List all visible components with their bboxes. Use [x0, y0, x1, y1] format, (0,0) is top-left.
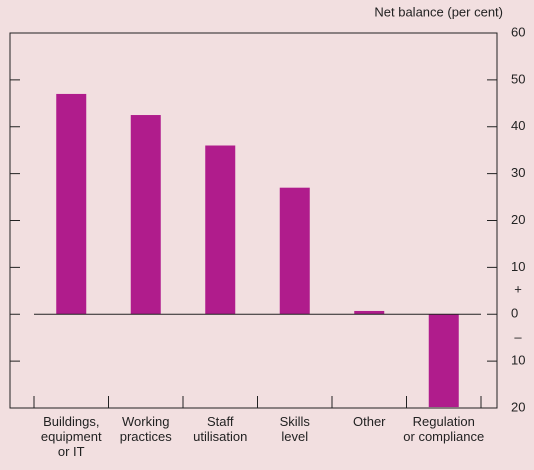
bar — [279, 187, 310, 315]
x-tick-label: Staff utilisation — [193, 414, 248, 444]
y-axis-label: Net balance (per cent) — [374, 4, 503, 19]
y-tick-label: 20 — [511, 399, 525, 414]
y-tick-label: 40 — [511, 118, 525, 133]
x-tick-label: Regulation or compliance — [403, 414, 485, 444]
y-tick-label: 30 — [511, 165, 525, 180]
x-tick-label: Working practices — [119, 414, 172, 444]
y-tick-label: 20 — [511, 212, 525, 227]
x-tick-label: Other — [352, 414, 386, 429]
bar — [428, 314, 459, 408]
sign-plus: + — [514, 282, 522, 297]
bar — [205, 145, 236, 315]
x-tick-label: Buildings, equipment or IT — [40, 414, 102, 459]
y-tick-label: 0 — [511, 306, 518, 321]
y-tick-label: 10 — [511, 353, 525, 368]
bar — [354, 310, 385, 315]
y-tick-label: 60 — [511, 24, 525, 39]
bar — [130, 115, 161, 315]
y-tick-label: 10 — [511, 259, 525, 274]
x-tick-label: Skills level — [279, 414, 310, 444]
sign-minus: – — [514, 330, 522, 345]
bar — [56, 93, 87, 315]
y-tick-label: 50 — [511, 71, 525, 86]
